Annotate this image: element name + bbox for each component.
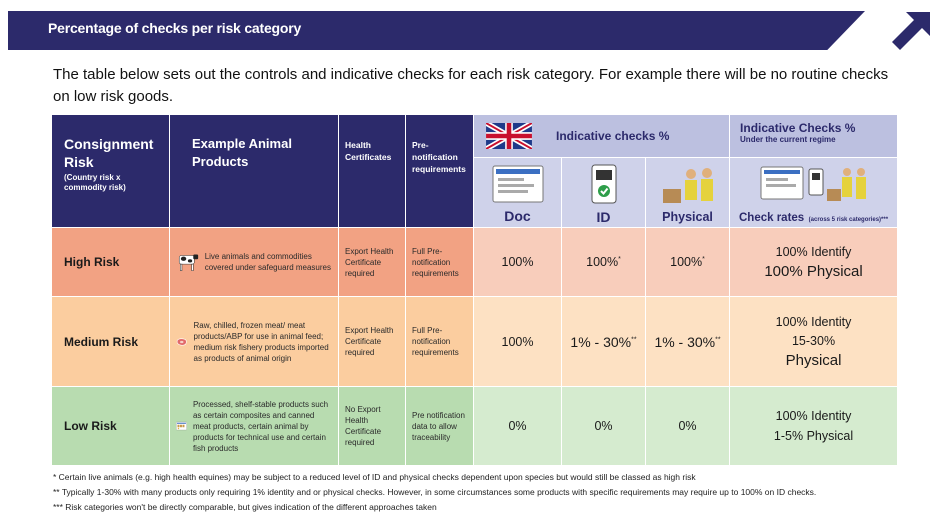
doc-check: 100% [473,296,562,387]
table-row: High Risk Live animals and commodities c… [51,227,899,297]
example-text: Raw, chilled, frozen meat/ meat products… [193,320,329,363]
risk-table: Consignment Risk (Country risk x commodi… [51,114,899,466]
id-check: 100%* [561,227,646,297]
prenotif: Pre notification data to allow traceabil… [405,386,474,466]
id-check: 0% [561,386,646,466]
header-doc: Doc [473,157,562,228]
physical-check: 0% [644,386,731,466]
arrow-icon [892,12,930,50]
current-regime: 100% Identity 15-30% Physical [729,296,899,387]
meat-icon [176,337,187,346]
inspection-scene-icon [760,166,866,201]
prenotif: Full Pre-notification requirements [405,227,474,297]
header-health: Health Certificates [338,114,406,228]
header-example: Example Animal Products [169,114,339,228]
canned-goods-icon [176,421,187,431]
uk-flag-icon [486,123,532,149]
footnotes: * Certain live animals (e.g. high health… [53,470,816,515]
inspector-icon [662,168,713,203]
id-check: 1% - 30%** [561,296,646,387]
header-id: ID [561,157,646,228]
id-phone-icon [591,164,616,204]
doc-check: 0% [473,386,562,466]
current-regime: 100% Identify 100% Physical [729,227,899,297]
intro-text: The table below sets out the controls an… [53,66,889,105]
example-text: Live animals and commodities covered und… [204,252,331,272]
table-row: Medium Risk Raw, chilled, frozen meat/ m… [51,296,899,387]
header-consignment: Consignment Risk (Country risk x commodi… [51,114,170,228]
current-regime: 100% Identity 1-5% Physical [729,386,899,466]
health-cert: Export Health Certificate required [338,227,406,297]
cow-icon [178,254,199,271]
header-prenotif: Pre-notification requirements [405,114,474,228]
table-row: Low Risk Processed, shelf-stable product… [51,386,899,466]
health-cert: No Export Health Certificate required [338,386,406,466]
health-cert: Export Health Certificate required [338,296,406,387]
doc-check: 100% [473,227,562,297]
title-banner: Percentage of checks per risk category [8,11,865,50]
header-check-rates: Check rates (across 5 risk categories)**… [729,157,899,228]
header-current-regime: Indicative Checks % Under the current re… [729,114,899,158]
physical-check: 1% - 30%** [644,296,731,387]
footnote: *** Risk categories won't be directly co… [53,502,437,512]
risk-label: Low Risk [51,386,170,466]
example-text: Processed, shelf-stable products such as… [192,399,329,453]
header-physical: Physical [644,157,731,228]
document-screen-icon [492,165,543,203]
footnote: * Certain live animals (e.g. high health… [53,472,696,482]
banner-title: Percentage of checks per risk category [48,20,302,36]
risk-label: Medium Risk [51,296,170,387]
physical-check: 100%* [644,227,731,297]
risk-label: High Risk [51,227,170,297]
header-indicative: Indicative checks % [472,114,731,158]
prenotif: Full Pre-notification requirements [405,296,474,387]
footnote: ** Typically 1-30% with many products on… [53,487,817,497]
